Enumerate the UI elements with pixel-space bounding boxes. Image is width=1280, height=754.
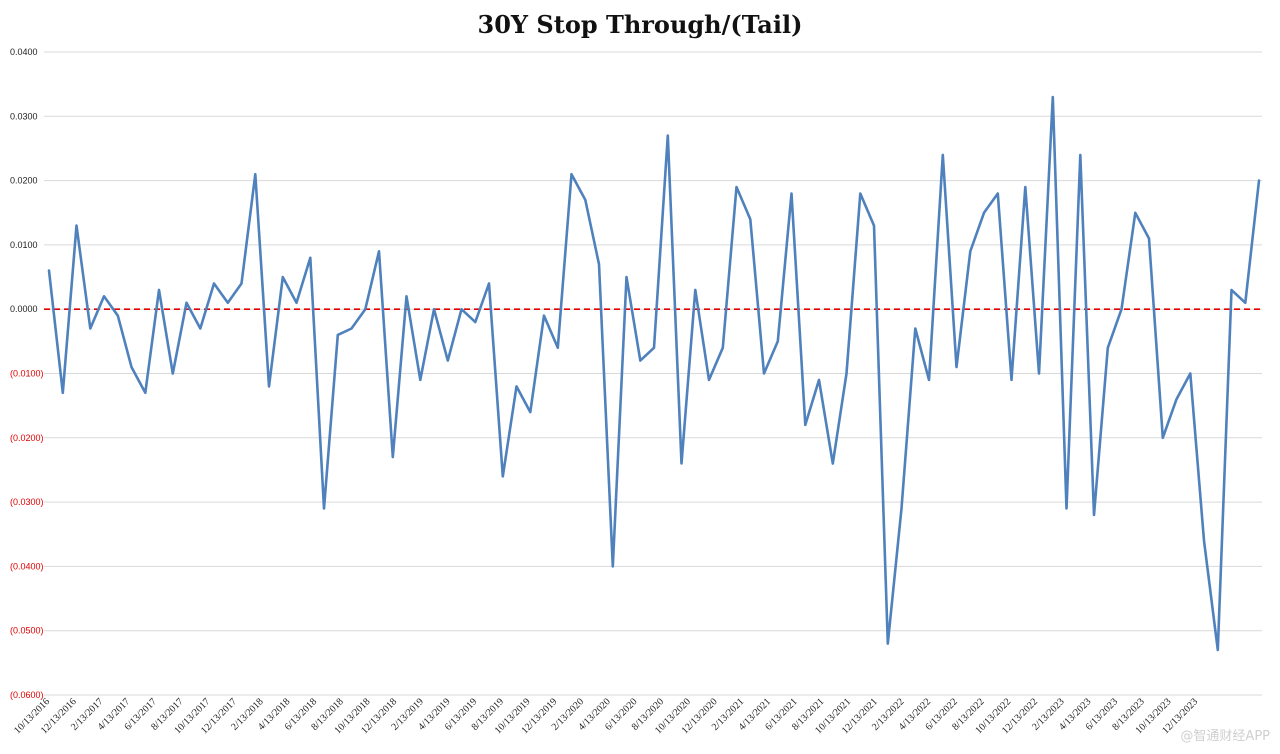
watermark: @智通财经APP (1180, 729, 1270, 744)
series-line (47, 95, 1261, 652)
y-tick-label: (0.0100) (10, 369, 44, 379)
y-tick-label: (0.0500) (10, 626, 44, 636)
y-tick-label: (0.0600) (10, 690, 44, 700)
gridlines (44, 51, 1262, 696)
y-tick-label: (0.0400) (10, 561, 44, 571)
y-tick-label: (0.0200) (10, 433, 44, 443)
y-tick-label: 0.0300 (10, 111, 38, 121)
y-tick-label: 0.0000 (10, 304, 38, 314)
y-axis-labels: 0.0400 0.0300 0.0200 0.0100 0.0000 (0.0100) (0… (10, 47, 44, 700)
y-tick-label: 0.0400 (10, 47, 38, 57)
x-axis-labels: 10/13/201612/13/20162/13/20174/13/20176/… (12, 696, 1200, 736)
chart-title: 30Y Stop Through/(Tail) (478, 10, 803, 39)
series-layer (47, 95, 1261, 652)
y-tick-label: (0.0300) (10, 497, 44, 507)
y-tick-label: 0.0100 (10, 240, 38, 250)
y-tick-label: 0.0200 (10, 176, 38, 186)
